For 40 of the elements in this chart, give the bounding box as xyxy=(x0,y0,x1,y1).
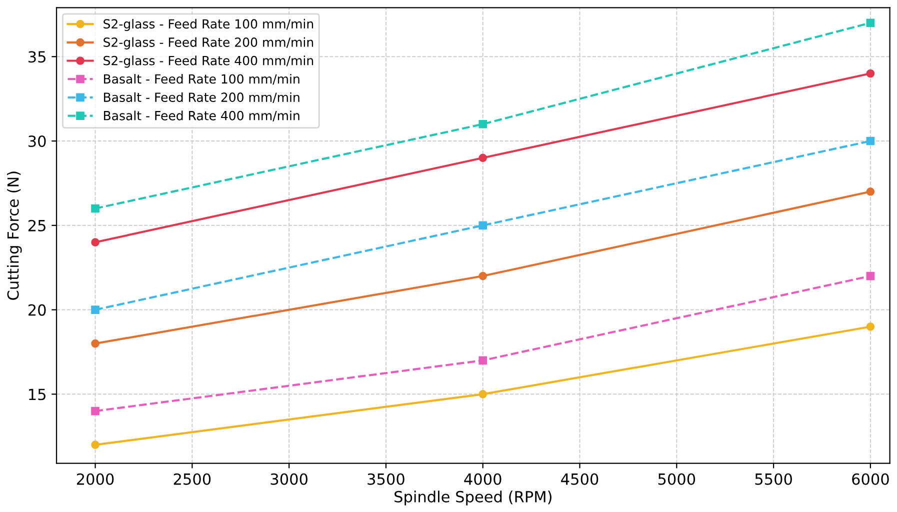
legend-label: Basalt - Feed Rate 200 mm/min xyxy=(104,92,300,103)
point xyxy=(91,204,100,213)
x-tick-label: 5500 xyxy=(755,473,792,485)
legend-label: Basalt - Feed Rate 100 mm/min xyxy=(104,74,300,85)
point xyxy=(91,440,100,449)
x-tick-label: 5000 xyxy=(658,473,696,485)
legend-label: S2-glass - Feed Rate 100 mm/min xyxy=(104,18,314,32)
point xyxy=(866,69,875,78)
y-tick-label: 30 xyxy=(28,135,46,148)
x-tick-label: 4000 xyxy=(464,473,502,485)
legend-label: Basalt - Feed Rate 400 mm/min xyxy=(104,110,300,122)
x-axis-title: Spindle Speed (RPM) xyxy=(394,490,552,506)
y-tick-label: 20 xyxy=(28,304,46,316)
point xyxy=(91,306,100,314)
point xyxy=(478,154,488,162)
y-axis-title: Cutting Force (N) xyxy=(7,172,22,300)
x-tick-label: 3500 xyxy=(368,473,404,485)
point xyxy=(478,120,488,128)
x-tick-label: 6000 xyxy=(852,473,889,485)
point xyxy=(866,187,875,196)
point xyxy=(478,272,488,280)
y-tick-label: 15 xyxy=(29,388,46,400)
x-tick-label: 2500 xyxy=(174,473,211,485)
point xyxy=(866,322,875,331)
point xyxy=(866,136,875,146)
x-tick-label: 2000 xyxy=(76,473,114,485)
x-tick-label: 4500 xyxy=(561,473,598,485)
point xyxy=(478,390,488,398)
y-tick-label: 25 xyxy=(28,220,46,232)
y-tick-label: 35 xyxy=(28,51,46,63)
legend-label: S2-glass - Feed Rate 400 mm/min xyxy=(104,56,314,68)
point xyxy=(478,221,488,230)
point xyxy=(91,406,100,416)
x-tick-label: 3000 xyxy=(270,473,308,485)
point xyxy=(91,238,100,246)
point xyxy=(866,18,875,28)
legend-label: S2-glass - Feed Rate 200 mm/min xyxy=(104,37,314,50)
point xyxy=(866,272,875,280)
point xyxy=(478,356,488,365)
point xyxy=(91,339,100,348)
